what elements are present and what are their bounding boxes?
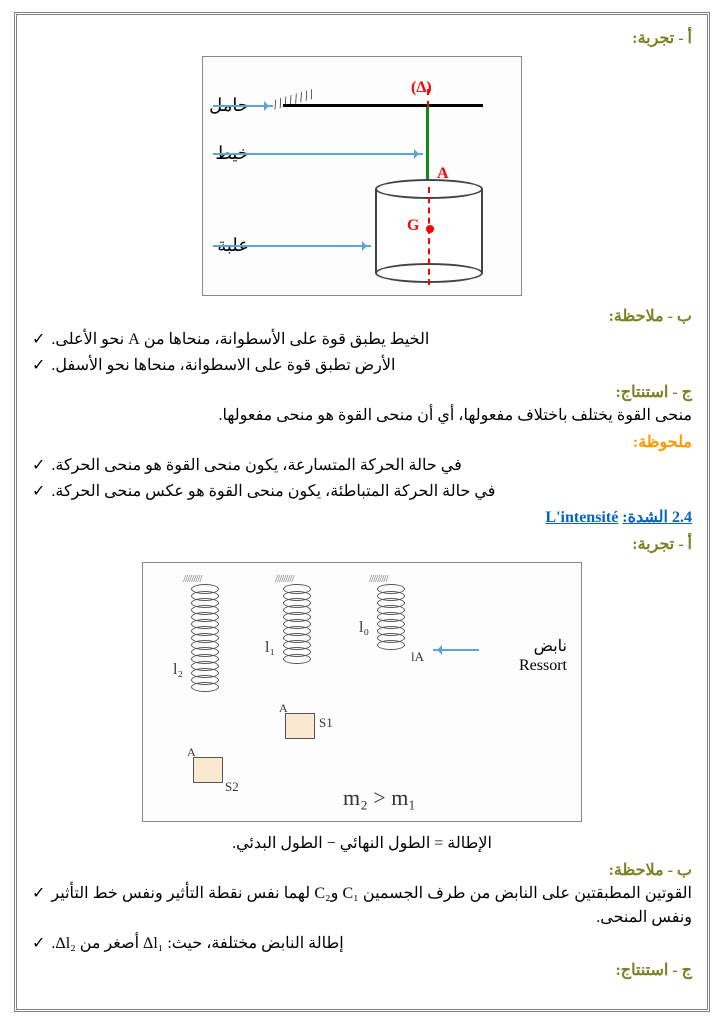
- support-hatch: / / / / / / / /: [272, 88, 315, 115]
- heading-remark: ملحوظة:: [32, 432, 692, 452]
- bullet-text: الخيط يطبق قوة على الأسطوانة، منحاها من …: [51, 328, 429, 352]
- heading-note-2: ب - ملاحظة:: [32, 860, 692, 880]
- title-fr: L'intensité: [545, 509, 618, 526]
- hatch-1: /////////: [183, 573, 202, 585]
- bullet-text: الأرض تطبق قوة على الاسطوانة، منحاها نحو…: [51, 354, 395, 378]
- bullet-remark-0: ✓ في حالة الحركة المتسارعة، يكون منحى ال…: [32, 454, 692, 478]
- diagram-springs: ///////// ///////// ///////// l₂ l₁ l₀ l…: [142, 562, 582, 822]
- mass-box-s1: [285, 713, 315, 739]
- mass-relation: m₂ > m₁: [343, 785, 416, 811]
- label-l0: l₀: [359, 619, 369, 637]
- hatch-3: /////////: [369, 573, 388, 585]
- arrow-support: [213, 105, 273, 107]
- center-g-label: G: [407, 217, 419, 235]
- arrow-spring-label: [433, 649, 479, 651]
- check-icon: ✓: [32, 354, 45, 378]
- bullet-note-2-1: ✓ إطالة النابض مختلفة، حيث: Δl₁ أصغر من …: [32, 932, 692, 956]
- label-l2: l₂: [173, 661, 183, 679]
- axis-dash-top: [427, 89, 429, 107]
- label-s2: S2: [225, 779, 239, 795]
- bullet-note-1-1: ✓ الأرض تطبق قوة على الاسطوانة، منحاها ن…: [32, 354, 692, 378]
- check-icon: ✓: [32, 454, 45, 478]
- bullet-note-1-0: ✓ الخيط يطبق قوة على الأسطوانة، منحاها م…: [32, 328, 692, 352]
- mass-box-s2: [193, 757, 223, 783]
- label-l1: l₁: [265, 639, 275, 657]
- conclusion-text-1: منحى القوة يختلف باختلاف مفعولها، أي أن …: [32, 404, 692, 428]
- bullet-note-2-0: ✓ القوتين المطبقتين على النابض من طرف ال…: [32, 882, 692, 930]
- axis-dash-body: [428, 187, 430, 285]
- bullet-remark-1: ✓ في حالة الحركة المتباطئة، يكون منحى ال…: [32, 480, 692, 504]
- title-ar: 2.4 الشدة:: [622, 509, 692, 526]
- bullet-text: في حالة الحركة المتباطئة، يكون منحى القو…: [51, 480, 495, 504]
- heading-note-1: ب - ملاحظة:: [32, 306, 692, 326]
- heading-experiment-1: أ - تجربة:: [32, 28, 692, 48]
- spring-side-label: نابض Ressort: [519, 637, 567, 675]
- center-g-dot: [426, 225, 434, 233]
- check-icon: ✓: [32, 932, 45, 956]
- heading-conclusion-1: ج - استنتاج:: [32, 382, 692, 402]
- spring-label-fr: Ressort: [519, 656, 567, 675]
- section2-title: 2.4 الشدة: L'intensité: [32, 506, 692, 530]
- arrow-box: [213, 245, 371, 247]
- bullet-text: القوتين المطبقتين على النابض من طرف الجس…: [51, 882, 692, 930]
- hatch-2: /////////: [275, 573, 294, 585]
- label-lA: lA: [411, 649, 424, 665]
- spring-l0: [377, 587, 405, 650]
- check-icon: ✓: [32, 480, 45, 504]
- spring-l1: [283, 587, 311, 664]
- elongation-formula: الإطالة = الطول النهائي − الطول البدئي.: [32, 832, 692, 856]
- arrow-thread: [213, 153, 423, 155]
- label-s1: S1: [319, 715, 333, 731]
- diagram-cylinder: / / / / / / / / (Δ) A G حامل خيط علبة: [202, 56, 522, 296]
- check-icon: ✓: [32, 882, 45, 906]
- heading-conclusion-2: ج - استنتاج:: [32, 960, 692, 980]
- heading-experiment-2: أ - تجربة:: [32, 534, 692, 554]
- bullet-text: إطالة النابض مختلفة، حيث: Δl₁ أصغر من Δl…: [51, 932, 343, 956]
- bullet-text: في حالة الحركة المتسارعة، يكون منحى القو…: [51, 454, 461, 478]
- check-icon: ✓: [32, 328, 45, 352]
- support-bar: [283, 104, 483, 107]
- page-content: أ - تجربة: / / / / / / / / (Δ) A G حامل …: [32, 28, 692, 980]
- spring-label-ar: نابض: [519, 637, 567, 656]
- spring-l2: [191, 587, 219, 692]
- thread-line: [426, 107, 429, 179]
